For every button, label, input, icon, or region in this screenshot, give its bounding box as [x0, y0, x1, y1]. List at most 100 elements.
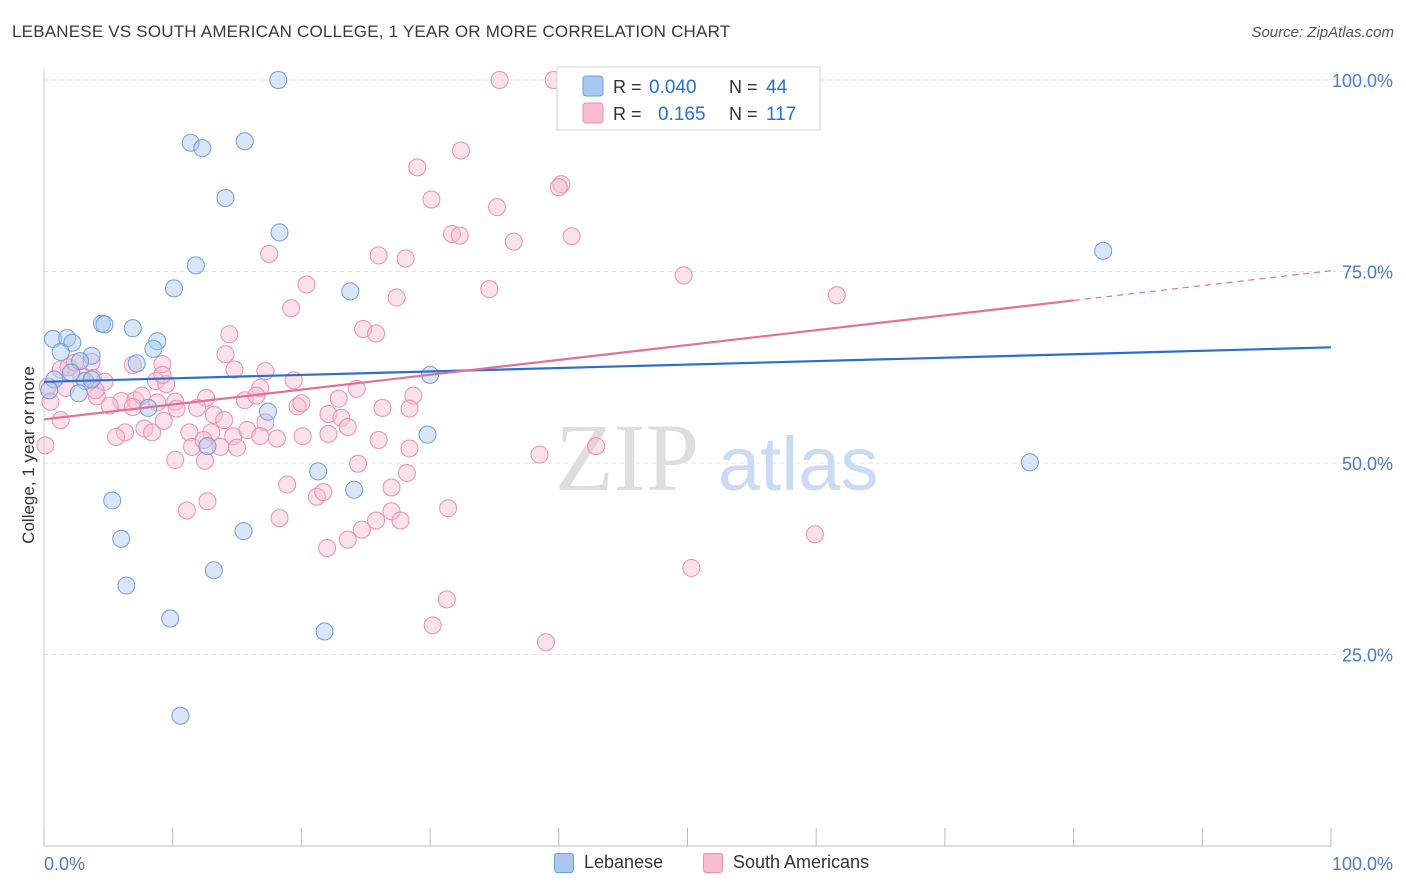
south-americans-point: [153, 365, 172, 384]
lebanese-point: [1094, 241, 1113, 260]
watermark-zip: ZIP: [555, 404, 699, 511]
lebanese-points: [40, 71, 1113, 725]
south-americans-point: [400, 399, 419, 418]
lebanese-point: [270, 223, 289, 242]
south-americans-point: [367, 324, 386, 343]
lebanese-point: [235, 132, 254, 151]
south-americans-point: [682, 558, 701, 577]
watermark: ZIP atlas: [555, 404, 879, 511]
south-americans-point: [382, 502, 401, 521]
south-americans-point: [228, 438, 247, 457]
y-tick-label: 100.0%: [1332, 71, 1393, 91]
south-americans-point: [157, 375, 176, 394]
legend-swatch-south-americans: [582, 102, 604, 124]
south-americans-point: [437, 590, 456, 609]
south-americans-point: [422, 190, 441, 209]
south-americans-point: [220, 325, 239, 344]
south-americans-point: [100, 396, 119, 415]
y-tick-label: 75.0%: [1342, 263, 1393, 283]
south-americans-point: [256, 413, 275, 432]
south-americans-point: [367, 511, 386, 530]
south-americans-point: [123, 398, 142, 417]
lebanese-point: [309, 462, 328, 481]
south-americans-points: [36, 71, 846, 652]
lebanese-point: [198, 437, 217, 456]
lebanese-point: [62, 363, 81, 382]
legend-r-label: R =: [613, 77, 642, 97]
legend-r-value: 0.040: [649, 77, 697, 98]
south-americans-point: [267, 429, 286, 448]
south-americans-point: [504, 232, 523, 251]
legend-swatch-south-americans: [703, 852, 723, 873]
lebanese-point: [51, 342, 70, 361]
south-americans-point: [391, 511, 410, 530]
lebanese-point: [112, 529, 131, 548]
south-americans-point: [166, 392, 185, 411]
lebanese-point: [45, 370, 64, 389]
south-americans-point: [260, 244, 279, 263]
south-americans-point: [338, 530, 357, 549]
lebanese-point: [123, 319, 142, 338]
grid: [44, 79, 1392, 655]
south-americans-point: [153, 355, 172, 374]
legend-swatch-lebanese: [582, 75, 604, 97]
lebanese-point: [341, 282, 360, 301]
south-americans-point: [87, 387, 106, 406]
south-americans-point: [442, 224, 461, 243]
lebanese-point: [234, 522, 253, 541]
south-americans-point: [480, 280, 499, 299]
y-tick-label: 25.0%: [1342, 646, 1393, 666]
south-americans-point: [408, 158, 427, 177]
south-americans-point: [530, 445, 549, 464]
y-axis-title: College, 1 year or more: [19, 366, 38, 544]
south-americans-point: [827, 286, 846, 305]
lebanese-point: [117, 576, 136, 595]
x-tick-label: 100.0%: [1332, 854, 1393, 874]
lebanese-point: [127, 354, 146, 373]
south-americans-point: [490, 71, 509, 89]
south-americans-point: [51, 411, 70, 430]
legend-n-label: N =: [729, 77, 758, 97]
south-americans-point: [198, 492, 217, 511]
south-americans-point: [562, 227, 581, 246]
lebanese-point: [345, 480, 364, 499]
lebanese-point: [418, 425, 437, 444]
south-americans-point: [251, 427, 270, 446]
legend-r-value: 0.165: [658, 104, 706, 125]
south-americans-point: [373, 398, 392, 417]
legend-n-label: N =: [729, 104, 758, 124]
lebanese-point: [40, 381, 59, 400]
lebanese-point: [161, 609, 180, 628]
south-americans-point: [204, 405, 223, 424]
lebanese-point: [181, 133, 200, 152]
south-americans-point: [329, 389, 348, 408]
south-americans-point: [215, 411, 234, 430]
lebanese-point: [164, 279, 183, 298]
south-americans-point: [166, 450, 185, 469]
south-americans-point: [180, 423, 199, 442]
south-americans-point: [349, 454, 368, 473]
lebanese-trend-line: [43, 346, 1332, 383]
lebanese-point: [216, 188, 235, 207]
axes: [43, 68, 1332, 847]
trend-lines: [43, 270, 1332, 421]
south-americans-point: [59, 358, 78, 377]
south-americans-point: [318, 539, 337, 558]
south-americans-point: [278, 475, 297, 494]
south-americans-point: [293, 427, 312, 446]
south-americans-point: [451, 141, 470, 160]
south-americans-point: [282, 299, 301, 318]
lebanese-point: [69, 384, 88, 403]
chart-title: LEBANESE VS SOUTH AMERICAN COLLEGE, 1 YE…: [12, 22, 731, 41]
legend-n-value: 44: [766, 77, 788, 98]
lebanese-point: [204, 561, 223, 580]
south-americans-point: [552, 175, 571, 194]
south-americans-point: [587, 437, 606, 456]
legend-label: South Americans: [733, 852, 870, 872]
tick-labels: 25.0% 50.0% 75.0% 100.0% 0.0% 100.0%: [44, 71, 1393, 874]
source-label: Source: ZipAtlas.com: [1251, 24, 1394, 41]
lebanese-point: [144, 339, 163, 358]
south-americans-point: [369, 431, 388, 450]
south-americans-point: [183, 437, 202, 456]
